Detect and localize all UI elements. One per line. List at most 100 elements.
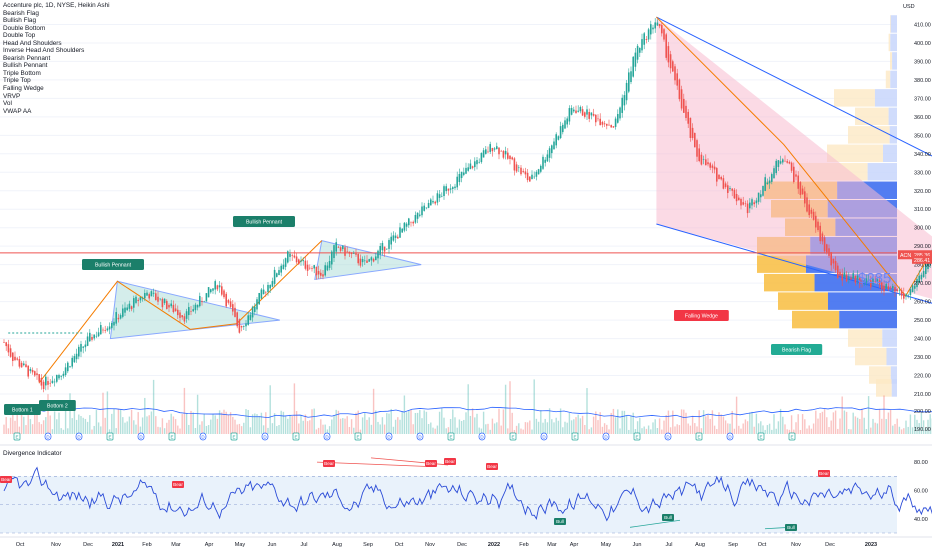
candle-body xyxy=(430,199,432,206)
candle-body xyxy=(122,308,124,317)
event-marker-letter: D xyxy=(46,435,50,440)
candle-body xyxy=(760,194,762,198)
volume-bar xyxy=(183,387,186,434)
legend-item[interactable]: Bearish Flag xyxy=(3,9,39,17)
legend-item[interactable]: Triple Bottom xyxy=(3,69,41,77)
volume-bar xyxy=(401,411,403,434)
candle-body xyxy=(482,150,485,158)
volume-bar xyxy=(150,411,153,434)
pattern-labels: Bottom 1 Bottom 2 Bullish Pennant Bullish P… xyxy=(4,216,891,415)
time-tick: May xyxy=(235,542,246,548)
volume-bar xyxy=(245,409,247,434)
candle-body xyxy=(238,319,241,333)
legend-item[interactable]: Bearish Pennant xyxy=(3,54,51,62)
volume-bar xyxy=(267,427,269,434)
time-tick: Nov xyxy=(425,542,435,548)
candle-body xyxy=(414,215,417,223)
candle-body xyxy=(139,297,142,301)
volume-bar xyxy=(188,424,190,434)
candle-body xyxy=(702,159,705,160)
volume-bar xyxy=(678,425,681,434)
chart-legend: Accenture plc, 1D, NYSE, Heikin Ashi Bea… xyxy=(3,2,110,115)
volume-bar xyxy=(102,392,104,434)
volume-bar xyxy=(430,422,432,434)
falling-wedge-label-text: Falling Wedge xyxy=(685,314,718,320)
candle-body xyxy=(672,61,674,72)
volume-bar xyxy=(535,418,538,434)
volume-bar xyxy=(317,427,320,434)
volume-bar xyxy=(641,428,643,434)
candle-body xyxy=(458,173,461,183)
candle-body xyxy=(344,247,346,256)
candle-body xyxy=(12,352,14,362)
volume-bar xyxy=(581,415,584,434)
candle-body xyxy=(903,292,905,299)
volume-bar xyxy=(511,412,513,434)
legend-item[interactable]: VRVP xyxy=(3,92,21,100)
candle-body xyxy=(711,165,714,168)
candle-body xyxy=(815,215,817,228)
candle-body xyxy=(656,22,659,26)
legend-item[interactable]: Vol xyxy=(3,100,12,108)
candle-body xyxy=(766,182,769,185)
candle-body xyxy=(452,187,454,190)
legend-item[interactable]: Falling Wedge xyxy=(3,85,44,93)
volume-bar xyxy=(304,414,307,434)
legend-item[interactable]: Inverse Head And Shoulders xyxy=(3,47,85,55)
candle-body xyxy=(566,118,568,125)
volume-bar xyxy=(60,428,62,434)
candle-body xyxy=(689,117,692,138)
volume-bar xyxy=(177,425,179,434)
legend-item[interactable]: Bullish Pennant xyxy=(3,62,48,70)
candle-body xyxy=(243,325,245,327)
volume-bar xyxy=(606,424,608,434)
volume-bar xyxy=(122,417,124,434)
candle-body xyxy=(850,277,852,280)
volume-bar xyxy=(64,409,67,434)
volume-bar xyxy=(89,415,91,434)
volume-bar xyxy=(650,429,652,434)
time-tick: Dec xyxy=(457,542,467,548)
volume-bar xyxy=(489,429,491,434)
legend-item[interactable]: Double Top xyxy=(3,32,36,40)
volume-bar xyxy=(350,419,353,434)
volume-bar xyxy=(3,424,5,434)
candle-body xyxy=(496,146,498,149)
legend-item[interactable]: VWAP AA xyxy=(3,107,32,115)
volume-bar xyxy=(315,429,318,434)
candle-body xyxy=(135,296,137,303)
legend-item[interactable]: Bullish Flag xyxy=(3,17,37,25)
candle-body xyxy=(876,279,879,282)
volume-bar xyxy=(881,418,883,434)
volume-bar xyxy=(18,426,21,434)
event-marker xyxy=(695,432,703,441)
legend-item[interactable]: Triple Top xyxy=(3,77,31,85)
volume-bar xyxy=(84,418,87,434)
legend-item[interactable]: Head And Shoulders xyxy=(3,39,62,47)
divergence-oscillator: 80.00 60.00 40.00 Bear Bear Bear Bear Bear Bear B… xyxy=(0,457,932,534)
volume-bar xyxy=(610,412,612,434)
candle-body xyxy=(581,109,584,116)
candle-body xyxy=(106,328,109,331)
falling-wedge-label-box xyxy=(674,310,729,321)
volume-bar xyxy=(562,427,564,434)
volume-bar xyxy=(214,415,216,434)
volume-bar xyxy=(874,422,876,434)
volume-bar xyxy=(749,412,751,434)
candle-body xyxy=(691,127,694,139)
candle-body xyxy=(883,285,885,292)
candle-body xyxy=(166,300,168,309)
volume-bar xyxy=(821,411,824,434)
volume-bar xyxy=(861,408,863,434)
volume-bar xyxy=(258,415,260,434)
volume-bar xyxy=(531,429,533,434)
price-annotation: $285 xyxy=(858,270,891,287)
event-marker xyxy=(323,432,331,441)
legend-item[interactable]: Double Bottom xyxy=(3,24,46,32)
candle-body xyxy=(863,282,865,283)
candle-body xyxy=(515,164,518,172)
volume-bar xyxy=(507,428,509,434)
vrvp-sell-bar xyxy=(764,273,815,292)
volume-bar xyxy=(566,422,568,434)
